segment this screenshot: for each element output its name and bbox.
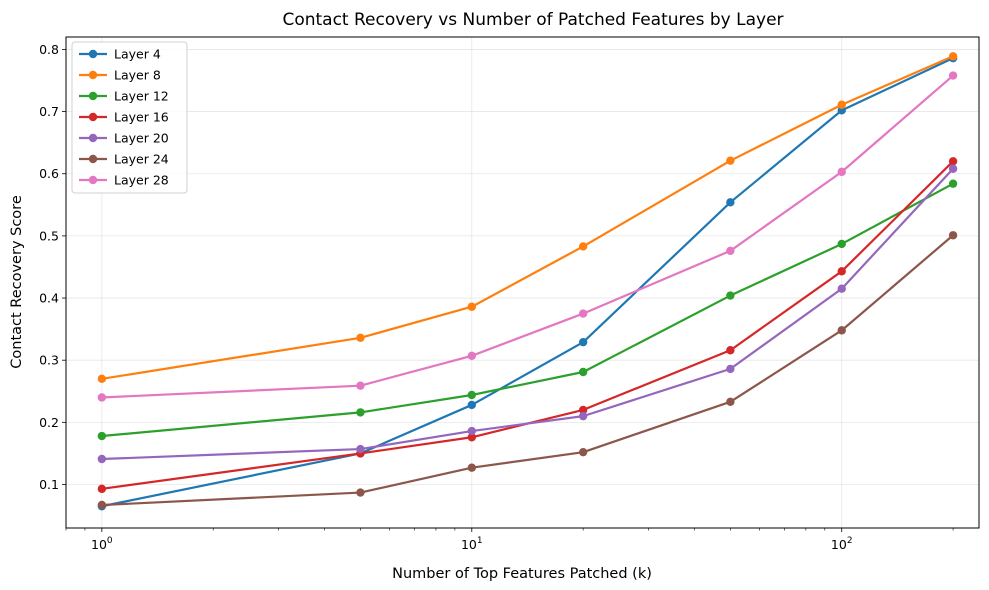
series-line-layer-12	[101, 182, 954, 438]
legend-label-layer-20: Layer 20	[114, 131, 169, 146]
data-point-layer-8	[97, 374, 107, 384]
data-point-layer-24	[578, 447, 588, 457]
data-point-layer-8	[726, 156, 735, 165]
data-point-layer-12	[837, 239, 846, 249]
data-point-layer-8	[837, 100, 846, 109]
legend-label-layer-28: Layer 28	[114, 173, 169, 188]
data-point-layer-24	[726, 397, 735, 407]
data-point-layer-20	[948, 164, 958, 173]
data-point-layer-4	[467, 400, 476, 410]
x-tick-label: 100	[91, 536, 113, 552]
legend-label-layer-4: Layer 4	[114, 47, 161, 62]
data-point-layer-20	[578, 411, 588, 421]
x-tick-exponent: 1	[477, 536, 483, 546]
data-point-layer-8	[467, 302, 476, 311]
legend-label-layer-8: Layer 8	[114, 68, 161, 83]
data-point-layer-12	[467, 390, 476, 400]
legend-box	[71, 41, 188, 194]
data-point-layer-24	[948, 231, 958, 240]
data-point-layer-28	[726, 246, 735, 256]
data-point-layer-12	[97, 431, 107, 441]
series-layer-8	[97, 52, 958, 384]
series-layer	[97, 52, 958, 511]
data-point-layer-16	[726, 346, 735, 355]
x-tick-base: 10	[831, 537, 847, 552]
data-point-layer-28	[97, 393, 107, 402]
series-line-layer-20	[101, 168, 954, 461]
series-line-layer-8	[101, 55, 954, 380]
legend-label-layer-12: Layer 12	[114, 89, 169, 104]
y-axis-label: Contact Recovery Score	[9, 195, 25, 369]
data-point-layer-4	[726, 198, 735, 207]
data-point-layer-4	[578, 337, 588, 347]
x-tick-exponent: 2	[847, 536, 853, 546]
data-point-layer-12	[726, 291, 735, 300]
y-tick-label: 0.1	[39, 477, 59, 492]
legend-label-layer-16: Layer 16	[114, 110, 169, 125]
legend: Layer 4 Layer 8 Layer 12 Layer 16 Layer 20 La…	[71, 41, 188, 194]
data-point-layer-20	[837, 284, 846, 293]
legend-label-layer-24: Layer 24	[114, 152, 169, 167]
y-tick-label: 0.7	[39, 104, 59, 119]
data-point-layer-20	[726, 364, 735, 374]
legend-marker-layer-20	[88, 133, 98, 143]
data-point-layer-16	[97, 484, 107, 494]
legend-marker-layer-12	[88, 91, 98, 101]
plot-frame	[65, 36, 980, 529]
data-point-layer-20	[97, 454, 107, 464]
series-layer-20	[97, 164, 958, 464]
data-point-layer-24	[356, 488, 365, 497]
data-point-layer-28	[948, 71, 958, 80]
y-tick-label: 0.2	[39, 415, 59, 430]
x-tick-base: 10	[91, 537, 107, 552]
data-point-layer-24	[97, 500, 107, 510]
data-point-layer-20	[356, 444, 365, 454]
data-point-layer-8	[578, 242, 588, 251]
x-tick-exponent: 0	[107, 536, 113, 546]
data-point-layer-12	[948, 179, 958, 188]
data-point-layer-8	[356, 333, 365, 343]
data-point-layer-28	[467, 351, 476, 361]
chart-title: Contact Recovery vs Number of Patched Fe…	[282, 10, 783, 30]
series-layer-28	[97, 71, 958, 402]
y-tick-label: 0.4	[39, 291, 59, 306]
data-point-layer-12	[578, 367, 588, 377]
series-layer-16	[97, 157, 958, 494]
data-point-layer-28	[837, 167, 846, 177]
data-point-layer-24	[837, 326, 846, 335]
data-point-layer-16	[578, 405, 588, 415]
series-layer-4	[97, 53, 958, 511]
data-point-layer-20	[467, 426, 476, 436]
legend-marker-layer-16	[88, 112, 98, 122]
data-point-layer-16	[837, 267, 846, 276]
legend-marker-layer-4	[88, 49, 98, 59]
x-tick-label: 102	[831, 536, 853, 552]
x-axis-label: Number of Top Features Patched (k)	[392, 566, 652, 582]
y-tick-label: 0.5	[39, 228, 59, 243]
y-tick-label: 0.3	[39, 353, 59, 368]
x-tick-base: 10	[461, 537, 477, 552]
legend-marker-layer-28	[88, 175, 98, 185]
y-tick-label: 0.8	[39, 42, 59, 57]
data-point-layer-12	[356, 408, 365, 417]
x-tick-label: 101	[461, 536, 483, 552]
series-layer-12	[97, 179, 958, 441]
series-line-layer-16	[101, 160, 954, 490]
y-tick-label: 0.6	[39, 166, 59, 181]
series-layer-24	[97, 231, 958, 510]
data-point-layer-28	[578, 309, 588, 318]
data-point-layer-16	[948, 157, 958, 166]
data-point-layer-28	[356, 381, 365, 390]
legend-marker-layer-8	[88, 70, 98, 80]
data-point-layer-24	[467, 463, 476, 472]
data-point-layer-8	[948, 52, 958, 61]
legend-marker-layer-24	[88, 154, 98, 164]
data-point-layer-16	[467, 433, 476, 442]
